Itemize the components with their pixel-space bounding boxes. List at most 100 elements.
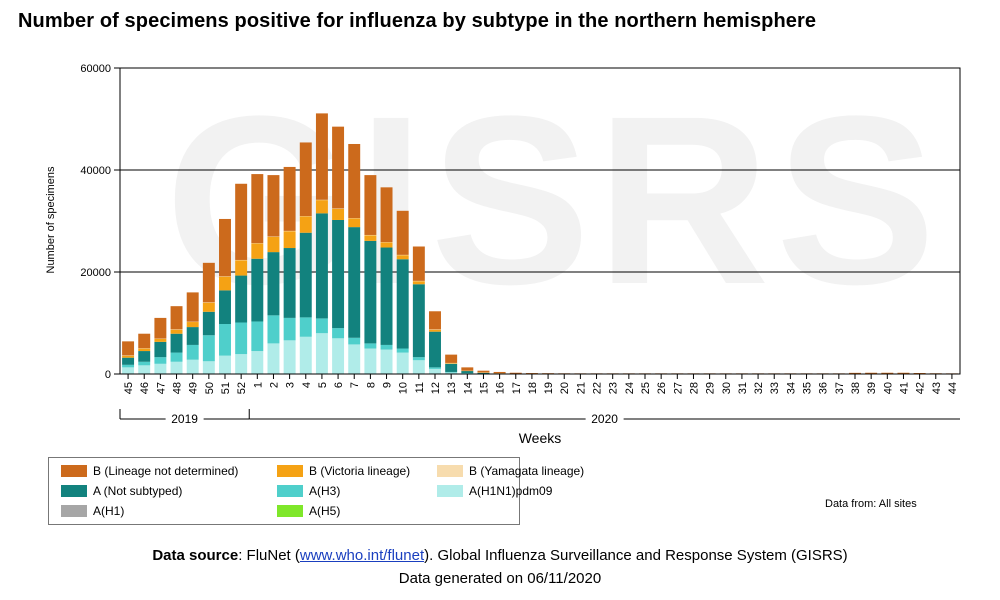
bar-segment <box>364 235 377 241</box>
bar-segment <box>202 262 215 303</box>
bar-segment <box>186 327 199 345</box>
y-tick-label: 60000 <box>80 63 111 75</box>
x-tick-label: 38 <box>850 382 862 394</box>
y-ticks: 0 20000 40000 60000 <box>80 63 120 381</box>
bar-segment <box>299 142 312 217</box>
x-tick-label: 45 <box>123 382 135 394</box>
x-tick-label: 9 <box>382 382 394 388</box>
bar-segment <box>235 322 248 355</box>
bar-segment <box>461 370 474 373</box>
bar-segment <box>202 302 215 312</box>
bar-segment <box>299 317 312 337</box>
legend-swatch <box>277 505 303 517</box>
x-tick-label: 52 <box>236 382 248 394</box>
x-tick-label: 35 <box>802 382 814 394</box>
x-tick-label: 43 <box>931 382 943 394</box>
legend-item: A(H5) <box>277 504 340 518</box>
x-tick-label: 13 <box>446 382 458 394</box>
bar-segment <box>445 371 458 373</box>
bar-segment <box>315 200 328 214</box>
legend-swatch <box>437 465 463 477</box>
bar-segment <box>267 343 280 374</box>
data-generated-line: Data generated on 06/11/2020 <box>398 570 602 587</box>
bar-segment <box>412 246 425 281</box>
bar-segment <box>380 242 393 248</box>
x-tick-label: 3 <box>285 382 297 388</box>
x-axis-label: Weeks <box>519 430 562 446</box>
bar-segment <box>380 349 393 374</box>
bar-segment <box>154 341 167 358</box>
bar-segment <box>251 174 264 244</box>
bar-segment <box>315 318 328 334</box>
bar-segment <box>445 363 458 372</box>
x-tick-label: 31 <box>737 382 749 394</box>
bar-segment <box>235 275 248 323</box>
x-tick-label: 6 <box>333 382 345 388</box>
y-tick-label: 40000 <box>80 165 111 177</box>
bar-segment <box>396 352 409 374</box>
x-tick-label: 33 <box>769 382 781 394</box>
x-tick-label: 29 <box>705 382 717 394</box>
bar-segment <box>461 367 474 371</box>
bar-segment <box>412 357 425 361</box>
bar-segment <box>315 213 328 319</box>
bar-segment <box>332 208 345 220</box>
bar-segment <box>380 247 393 345</box>
legend-label: B (Victoria lineage) <box>309 464 411 478</box>
x-tick-label: 19 <box>543 382 555 394</box>
bar-segment <box>542 373 555 374</box>
bar-segment <box>332 126 345 209</box>
legend-label: B (Yamagata lineage) <box>469 464 585 478</box>
x-tick-label: 30 <box>721 382 733 394</box>
flunet-link[interactable]: www.who.int/flunet <box>299 547 425 564</box>
bar-segment <box>364 240 377 344</box>
x-tick-label: 20 <box>559 382 571 394</box>
x-tick-label: 36 <box>818 382 830 394</box>
bar-segment <box>477 370 490 373</box>
bar-segment <box>138 348 151 352</box>
bar-segment <box>138 351 151 362</box>
bar-segment <box>267 315 280 344</box>
bar-segment <box>332 338 345 374</box>
x-tick-label: 15 <box>479 382 491 394</box>
bar-segment <box>881 372 894 374</box>
bar-segment <box>412 281 425 285</box>
bar-segment <box>283 231 296 249</box>
bar-segment <box>251 243 264 259</box>
legend-item: B (Yamagata lineage) <box>437 464 584 478</box>
legend-item: A(H1) <box>61 504 124 518</box>
x-tick-label: 2 <box>269 382 281 388</box>
bar-segment <box>122 364 135 368</box>
year-groups: 2019 2020 <box>119 409 960 426</box>
legend-label: A(H5) <box>309 504 341 518</box>
chart-title: Number of specimens positive for influen… <box>18 10 817 32</box>
data-source-label: Data source <box>152 547 239 564</box>
bar-segment <box>170 329 183 334</box>
legend-swatch <box>437 485 463 497</box>
bar-segment <box>202 311 215 336</box>
x-tick-label: 21 <box>575 382 587 394</box>
bar-segment <box>396 255 409 260</box>
x-tick-label: 28 <box>689 382 701 394</box>
bar-segment <box>219 355 231 374</box>
bars <box>122 113 958 375</box>
bar-segment <box>364 175 377 235</box>
bar-segment <box>412 360 425 374</box>
bar-segment <box>332 328 345 339</box>
legend-swatch <box>277 465 303 477</box>
bar-segment <box>186 344 199 360</box>
x-tick-label: 22 <box>592 382 604 394</box>
x-tick-label: 17 <box>511 382 523 394</box>
bar-segment <box>380 344 393 350</box>
bar-segment <box>122 367 135 374</box>
bar-segment <box>251 351 264 374</box>
x-tick-label: 23 <box>608 382 620 394</box>
bar-segment <box>364 348 377 374</box>
bar-segment <box>897 372 910 374</box>
bar-segment <box>186 321 199 328</box>
x-tick-label: 18 <box>527 382 539 394</box>
bar-segment <box>380 187 393 243</box>
bar-segment <box>445 372 458 374</box>
bar-segment <box>348 337 361 345</box>
